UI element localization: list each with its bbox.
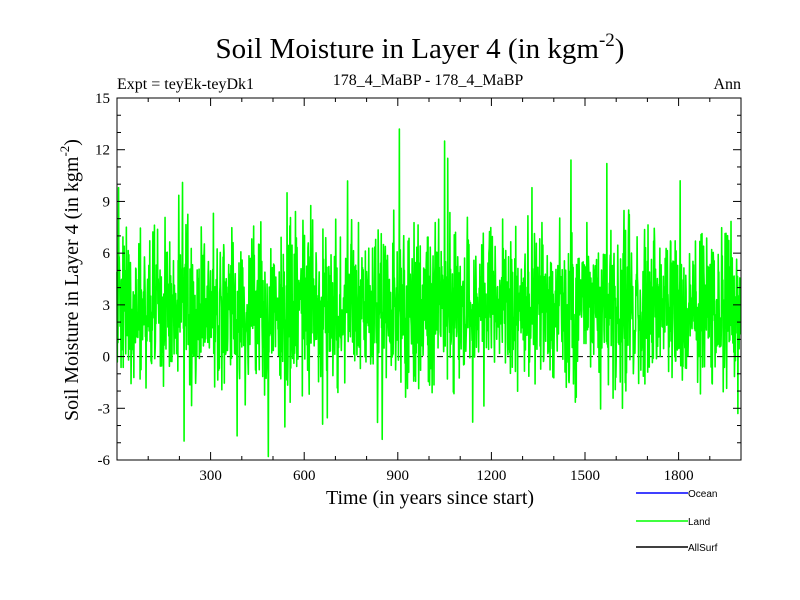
legend-ocean-label: Ocean: [688, 489, 717, 500]
x-tick-label: 1200: [476, 468, 506, 484]
y-tick-label: 15: [95, 91, 110, 107]
x-axis-label: Time (in years since start): [326, 487, 534, 509]
y-tick-label: -6: [98, 453, 111, 469]
y-tick-label: 9: [103, 194, 111, 210]
y-tick-label: 3: [103, 298, 111, 314]
land-series-line: [116, 128, 742, 458]
season-label: Ann: [713, 76, 741, 93]
plot-frame: [116, 97, 742, 461]
x-tick-label: 300: [199, 468, 222, 484]
x-tick-label: 900: [387, 468, 410, 484]
y-tick-label: 12: [95, 143, 110, 159]
y-tick-label: 0: [103, 350, 111, 366]
x-tick-label: 1500: [570, 468, 600, 484]
axis-ticks: 300 600 900 1200 1500 1800 -6 -3 0 3 6 9 12 15: [95, 91, 741, 484]
legend: Ocean Land AllSurf: [636, 489, 718, 554]
expt-label: Expt = teyEk-teyDk1: [117, 76, 254, 93]
y-axis-label: Soil Moisture in Layer 4 (in kgm-2): [57, 139, 83, 421]
legend-allsurf-label: AllSurf: [688, 543, 718, 554]
x-tick-label: 1800: [664, 468, 694, 484]
legend-land-label: Land: [688, 517, 710, 528]
chart-title: Soil Moisture in Layer 4 (in kgm-2): [216, 30, 625, 65]
y-tick-label: 6: [103, 246, 111, 262]
y-tick-label: -3: [98, 401, 111, 417]
x-tick-label: 600: [293, 468, 316, 484]
chart-subtitle: 178_4_MaBP - 178_4_MaBP: [333, 72, 524, 89]
plot-area: [116, 128, 742, 458]
